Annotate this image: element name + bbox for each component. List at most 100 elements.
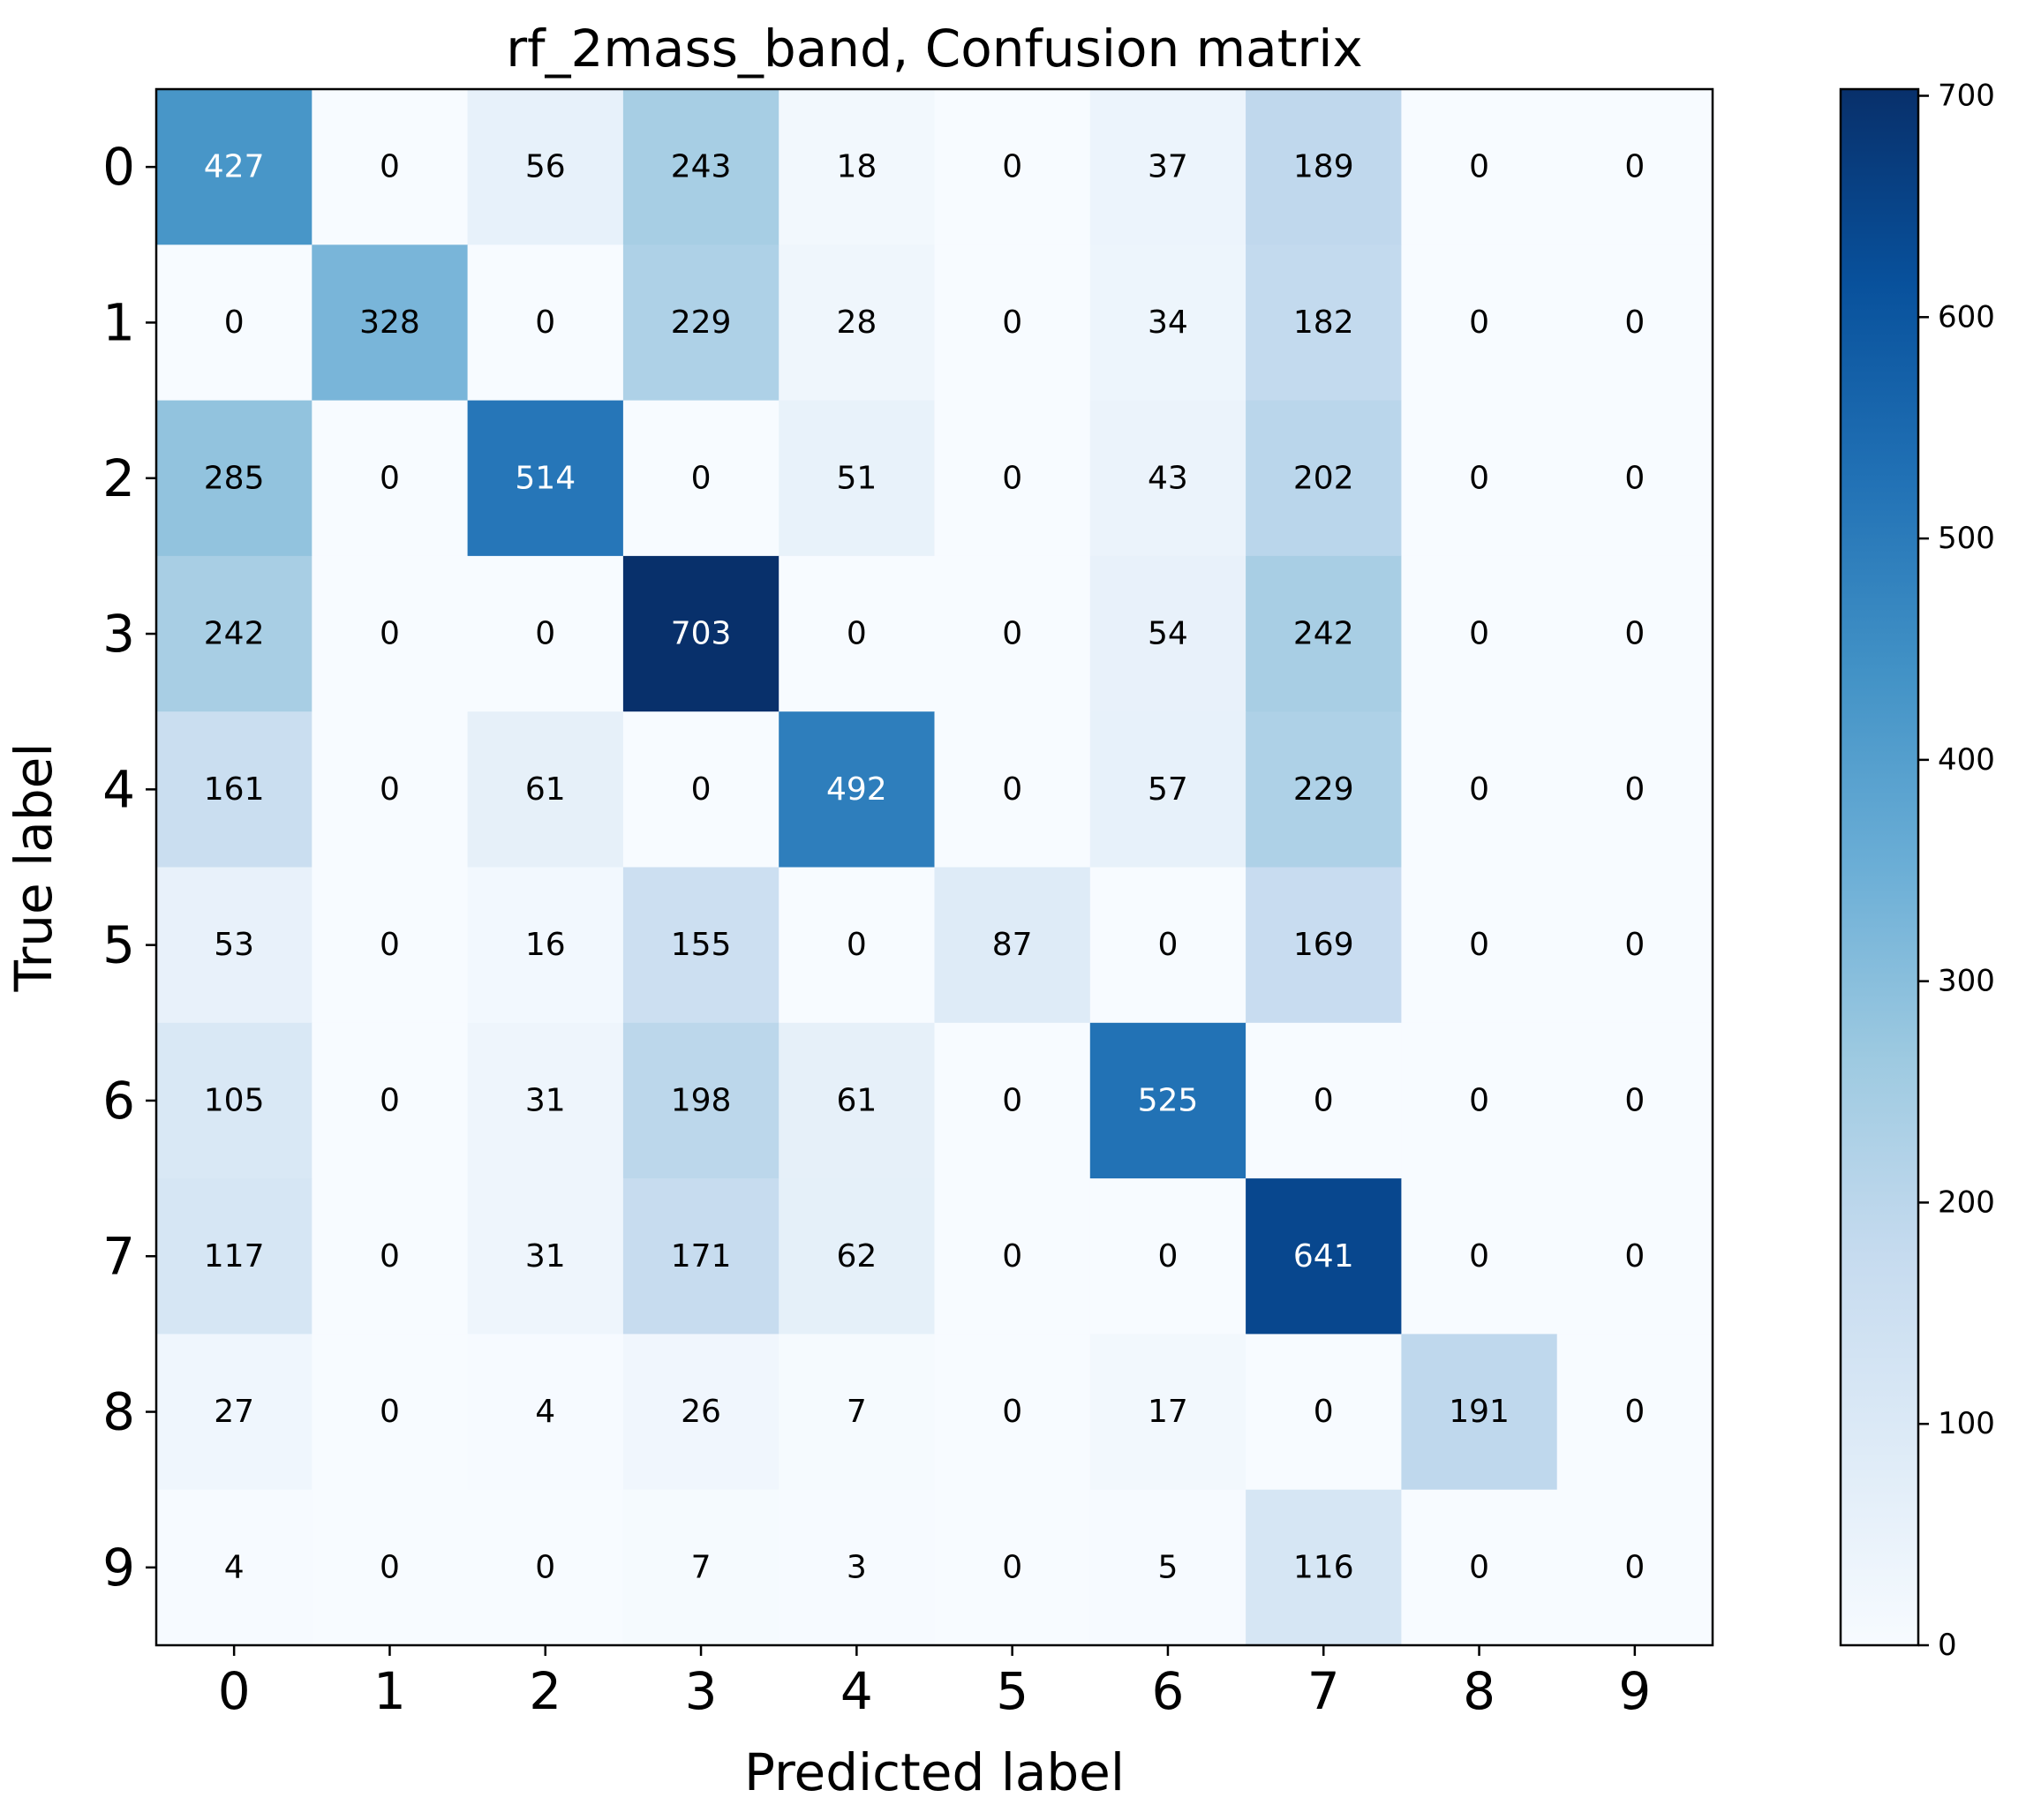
cell-value-label: 492	[826, 771, 887, 808]
heatmap-cell	[1556, 1489, 1713, 1646]
cell-value-label: 182	[1293, 305, 1354, 341]
heatmap-cell	[156, 1489, 313, 1646]
cell-value-label: 0	[1624, 927, 1645, 963]
heatmap-cell	[1556, 555, 1713, 712]
cell-value-label: 525	[1138, 1082, 1199, 1118]
heatmap-cell	[312, 1334, 469, 1491]
heatmap-cell	[1089, 400, 1246, 557]
heatmap-cell	[156, 867, 313, 1024]
heatmap-cell	[156, 89, 313, 245]
heatmap-cell	[622, 400, 779, 557]
heatmap-cell	[779, 244, 936, 402]
heatmap-cell	[934, 555, 1091, 712]
cell-value-label: 229	[671, 305, 732, 341]
cell-value-label: 0	[380, 1549, 400, 1585]
cell-value-label: 0	[1002, 1549, 1022, 1585]
cell-value-label: 0	[1624, 460, 1645, 496]
heatmap-cell	[312, 1022, 469, 1179]
cell-value-label: 514	[515, 460, 576, 496]
colorbar-tick-label: 500	[1938, 521, 1995, 556]
heatmap-cell	[934, 400, 1091, 557]
colorbar-tick-label: 100	[1938, 1406, 1995, 1441]
heatmap-cell	[934, 867, 1091, 1024]
heatmap-cells: 427 0 56 243 18 0 37 189 0 00 328 0 229 28 0 34 182 0 0285…	[156, 89, 1713, 1646]
heatmap-cell	[1089, 1022, 1246, 1179]
cell-value-label: 641	[1293, 1238, 1354, 1275]
heatmap-cell	[312, 867, 469, 1024]
x-axis-ticks: 0 1 2 3 4 5 6 7 8 9	[218, 1645, 1651, 1721]
heatmap-cell	[622, 89, 779, 245]
y-tick-label: 2	[102, 448, 135, 508]
heatmap-cell	[467, 1022, 624, 1179]
heatmap-cell	[934, 244, 1091, 402]
heatmap-cell	[622, 867, 779, 1024]
heatmap-cell	[1556, 1178, 1713, 1335]
cell-value-label: 0	[847, 616, 867, 652]
heatmap-cell	[622, 1022, 779, 1179]
heatmap-cell	[312, 711, 469, 869]
cell-value-label: 0	[1002, 460, 1022, 496]
heatmap-cell	[1246, 400, 1402, 557]
cell-value-label: 0	[380, 149, 400, 185]
heatmap-cell	[1401, 1334, 1558, 1491]
cell-value-label: 229	[1293, 771, 1354, 808]
heatmap-cell	[1089, 1178, 1246, 1335]
cell-value-label: 0	[1469, 460, 1489, 496]
cell-value-label: 0	[1157, 1238, 1178, 1275]
heatmap-cell	[312, 1178, 469, 1335]
heatmap-cell	[1401, 1489, 1558, 1646]
heatmap-cell	[467, 711, 624, 869]
cell-value-label: 0	[1002, 1394, 1022, 1430]
cell-value-label: 0	[1624, 1394, 1645, 1430]
x-tick-label: 3	[685, 1661, 718, 1721]
heatmap-cell	[779, 89, 936, 245]
heatmap-cell	[779, 711, 936, 869]
heatmap-cell	[1401, 867, 1558, 1024]
cell-value-label: 4	[224, 1549, 245, 1585]
cell-value-label: 61	[525, 771, 566, 808]
cell-value-label: 87	[992, 927, 1033, 963]
cell-value-label: 171	[671, 1238, 732, 1275]
cell-value-label: 61	[836, 1082, 877, 1118]
cell-value-label: 18	[836, 149, 877, 185]
heatmap-cell	[1246, 1334, 1402, 1491]
cell-value-label: 0	[380, 1394, 400, 1430]
cell-value-label: 7	[691, 1549, 712, 1585]
cell-value-label: 0	[1469, 1082, 1489, 1118]
y-tick-label: 3	[102, 604, 135, 664]
cell-value-label: 0	[1624, 616, 1645, 652]
cell-value-label: 0	[691, 460, 712, 496]
heatmap-cell	[467, 89, 624, 245]
x-tick-label: 0	[218, 1661, 251, 1721]
cell-value-label: 31	[525, 1082, 566, 1118]
cell-value-label: 0	[1002, 1238, 1022, 1275]
colorbar-tick-label: 0	[1938, 1628, 1957, 1663]
cell-value-label: 0	[224, 305, 245, 341]
heatmap-cell	[312, 89, 469, 245]
heatmap-cell	[934, 1334, 1091, 1491]
chart-title: rf_2mass_band, Confusion matrix	[506, 19, 1362, 79]
heatmap-cell	[467, 1334, 624, 1491]
heatmap-cell	[1401, 244, 1558, 402]
heatmap-cell	[1246, 244, 1402, 402]
heatmap-cell	[467, 244, 624, 402]
cell-value-label: 0	[1469, 616, 1489, 652]
cell-value-label: 57	[1148, 771, 1188, 808]
cell-value-label: 0	[1469, 149, 1489, 185]
x-tick-label: 6	[1151, 1661, 1184, 1721]
heatmap-cell	[779, 1022, 936, 1179]
cell-value-label: 117	[204, 1238, 265, 1275]
cell-value-label: 116	[1293, 1549, 1354, 1585]
cell-value-label: 0	[1469, 771, 1489, 808]
cell-value-label: 155	[671, 927, 732, 963]
heatmap-cell	[1089, 1489, 1246, 1646]
heatmap-cell	[622, 1489, 779, 1646]
x-tick-label: 2	[529, 1661, 561, 1721]
heatmap-cell	[312, 400, 469, 557]
heatmap-cell	[467, 400, 624, 557]
heatmap-cell	[1246, 555, 1402, 712]
heatmap-cell	[1089, 89, 1246, 245]
heatmap-cell	[156, 400, 313, 557]
cell-value-label: 242	[204, 616, 265, 652]
cell-value-label: 169	[1293, 927, 1354, 963]
